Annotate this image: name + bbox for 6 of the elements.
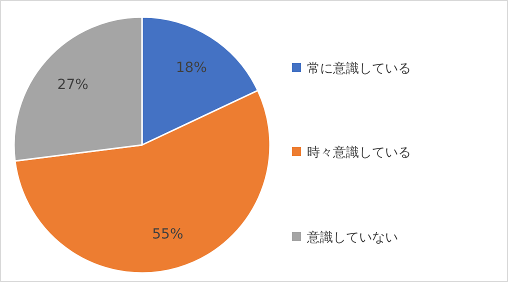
- data-label: 55%: [152, 226, 184, 242]
- legend-label: 時々意識している: [307, 146, 411, 160]
- data-label: 18%: [176, 60, 207, 76]
- legend-label: 常に意識している: [307, 62, 411, 76]
- legend-label: 意識していない: [306, 230, 398, 246]
- data-label: 27%: [57, 77, 88, 94]
